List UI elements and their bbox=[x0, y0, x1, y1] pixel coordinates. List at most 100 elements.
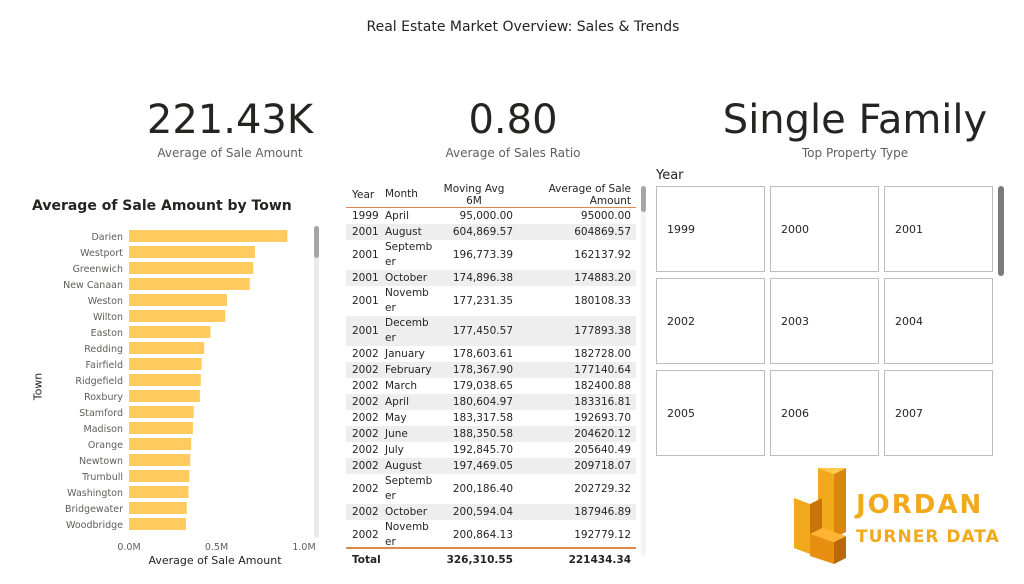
cell-year: 2001 bbox=[352, 226, 379, 238]
slicer-tile-2006[interactable]: 2006 bbox=[770, 370, 879, 456]
table-row[interactable]: 2002 June 188,350.58 204620.12 bbox=[346, 426, 636, 442]
kpi-value: Single Family bbox=[722, 97, 988, 143]
table-row[interactable]: 2002 July 192,845.70 205640.49 bbox=[346, 442, 636, 458]
table-row[interactable]: 2002 Septemb er 200,186.40 202729.32 bbox=[346, 474, 636, 504]
table-scrollbar-track[interactable] bbox=[641, 186, 646, 556]
header-month[interactable]: Month bbox=[385, 188, 418, 200]
bar-orange[interactable] bbox=[129, 438, 192, 450]
y-tick-label: New Canaan bbox=[63, 280, 123, 291]
slicer-tile-2001[interactable]: 2001 bbox=[884, 186, 993, 272]
y-tick-label: Weston bbox=[88, 296, 123, 307]
y-tick-label: Trumbull bbox=[81, 472, 123, 483]
y-tick-label: Orange bbox=[88, 440, 123, 451]
y-tick-label: Darien bbox=[91, 232, 123, 243]
cell-month: January bbox=[385, 347, 425, 360]
slicer-scrollbar-thumb[interactable] bbox=[998, 186, 1004, 276]
table-row[interactable]: 2002 March 179,038.65 182400.88 bbox=[346, 378, 636, 394]
kpi-label: Average of Sales Ratio bbox=[445, 146, 581, 160]
cell-mavg: 180,604.97 bbox=[452, 396, 513, 408]
cell-avg: 187946.89 bbox=[574, 506, 631, 518]
slicer-tile-2003[interactable]: 2003 bbox=[770, 278, 879, 364]
cell-year: 2001 bbox=[352, 325, 379, 337]
slicer-tile-2000[interactable]: 2000 bbox=[770, 186, 879, 272]
bar-roxbury[interactable] bbox=[129, 390, 200, 402]
slicer-tile-2005[interactable]: 2005 bbox=[656, 370, 765, 456]
cell-year: 2002 bbox=[352, 380, 379, 392]
kpi-card-avg-sale[interactable]: 221.43K Average of Sale Amount bbox=[120, 96, 340, 160]
slicer-tile-2002[interactable]: 2002 bbox=[656, 278, 765, 364]
logo-text-jordan: JORDAN bbox=[856, 490, 984, 520]
bar-westport[interactable] bbox=[129, 246, 255, 258]
chart-scrollbar-thumb[interactable] bbox=[314, 226, 319, 258]
chart-scrollbar-track[interactable] bbox=[314, 226, 319, 538]
header-moving-avg[interactable]: Moving Avg 6M bbox=[443, 182, 505, 207]
table-header-row: Year Month Moving Avg 6M Average of Sale… bbox=[346, 182, 636, 208]
cell-avg: 192779.12 bbox=[574, 529, 631, 541]
kpi-label: Average of Sale Amount bbox=[157, 146, 303, 160]
y-tick-label: Easton bbox=[91, 328, 123, 339]
cell-avg: 209718.07 bbox=[574, 460, 631, 472]
bar-bridgewater[interactable] bbox=[129, 502, 187, 514]
bar-ridgefield[interactable] bbox=[129, 374, 201, 386]
table-row[interactable]: 2002 Novemb er 200,864.13 192779.12 bbox=[346, 520, 636, 550]
cell-avg: 177140.64 bbox=[574, 364, 631, 376]
cell-month: Septemb er bbox=[385, 241, 433, 268]
cell-month: Novemb er bbox=[385, 287, 429, 314]
table-row[interactable]: 2001 August 604,869.57 604869.57 bbox=[346, 224, 636, 240]
header-avg-sale[interactable]: Average of Sale Amount bbox=[548, 182, 631, 207]
kpi-card-top-property-type[interactable]: Single Family Top Property Type bbox=[700, 96, 1010, 160]
cell-avg: 162137.92 bbox=[574, 249, 631, 261]
slicer-tile-2004[interactable]: 2004 bbox=[884, 278, 993, 364]
bar-easton[interactable] bbox=[129, 326, 211, 338]
y-tick-label: Ridgefield bbox=[75, 376, 123, 387]
table-row[interactable]: 2002 April 180,604.97 183316.81 bbox=[346, 394, 636, 410]
table-row[interactable]: 1999 April 95,000.00 95000.00 bbox=[346, 208, 636, 224]
table-row[interactable]: 2002 October 200,594.04 187946.89 bbox=[346, 504, 636, 520]
cell-year: 2002 bbox=[352, 348, 379, 360]
bar-weston[interactable] bbox=[129, 294, 227, 306]
x-tick-label: 0.0M bbox=[117, 542, 140, 553]
cell-year: 2002 bbox=[352, 428, 379, 440]
bar-darien[interactable] bbox=[129, 230, 288, 242]
cell-month: October bbox=[385, 271, 428, 284]
table-row[interactable]: 2002 February 178,367.90 177140.64 bbox=[346, 362, 636, 378]
bar-chart[interactable]: Darien Westport Greenwich New Canaan Weston W… bbox=[0, 0, 340, 584]
cell-month: August bbox=[385, 225, 422, 238]
table-row[interactable]: 2001 Septemb er 196,773.39 162137.92 bbox=[346, 240, 636, 270]
cell-mavg: 174,896.38 bbox=[452, 272, 513, 284]
logo-text-turner-data: TURNER DATA bbox=[856, 527, 1000, 547]
table-row[interactable]: 2002 January 178,603.61 182728.00 bbox=[346, 346, 636, 362]
kpi-value: 221.43K bbox=[146, 97, 314, 143]
cell-mavg: 604,869.57 bbox=[452, 226, 513, 238]
x-axis-label: Average of Sale Amount bbox=[148, 554, 282, 567]
slicer-tile-2007[interactable]: 2007 bbox=[884, 370, 993, 456]
table-body: 1999 April 95,000.00 95000.00 2001 August 604,… bbox=[346, 208, 636, 550]
bar-wilton[interactable] bbox=[129, 310, 226, 322]
table-row[interactable]: 2001 October 174,896.38 174883.20 bbox=[346, 270, 636, 286]
bar-new-canaan[interactable] bbox=[129, 278, 250, 290]
bar-newtown[interactable] bbox=[129, 454, 191, 466]
bar-greenwich[interactable] bbox=[129, 262, 254, 274]
bar-fairfield[interactable] bbox=[129, 358, 202, 370]
kpi-label: Top Property Type bbox=[801, 146, 909, 160]
y-tick-label: Wilton bbox=[93, 312, 123, 323]
x-tick-label: 0.5M bbox=[205, 542, 228, 553]
header-year[interactable]: Year bbox=[352, 188, 375, 201]
table-row[interactable]: 2002 August 197,469.05 209718.07 bbox=[346, 458, 636, 474]
bar-washington[interactable] bbox=[129, 486, 189, 498]
bar-redding[interactable] bbox=[129, 342, 205, 354]
bar-stamford[interactable] bbox=[129, 406, 194, 418]
cell-avg: 182728.00 bbox=[574, 348, 631, 360]
bar-woodbridge[interactable] bbox=[129, 518, 186, 530]
table-row[interactable]: 2001 Novemb er 177,231.35 180108.33 bbox=[346, 286, 636, 316]
kpi-value: 0.80 bbox=[468, 97, 558, 143]
table-row[interactable]: 2002 May 183,317.58 192693.70 bbox=[346, 410, 636, 426]
table-row[interactable]: 2001 Decemb er 177,450.57 177893.38 bbox=[346, 316, 636, 346]
kpi-card-sales-ratio[interactable]: 0.80 Average of Sales Ratio bbox=[403, 96, 623, 160]
slicer-tile-1999[interactable]: 1999 bbox=[656, 186, 765, 272]
bar-trumbull[interactable] bbox=[129, 470, 190, 482]
bar-madison[interactable] bbox=[129, 422, 193, 434]
cell-month: Septemb er bbox=[385, 475, 433, 502]
cell-mavg: 178,367.90 bbox=[452, 364, 513, 376]
table-scrollbar-thumb[interactable] bbox=[641, 186, 646, 212]
